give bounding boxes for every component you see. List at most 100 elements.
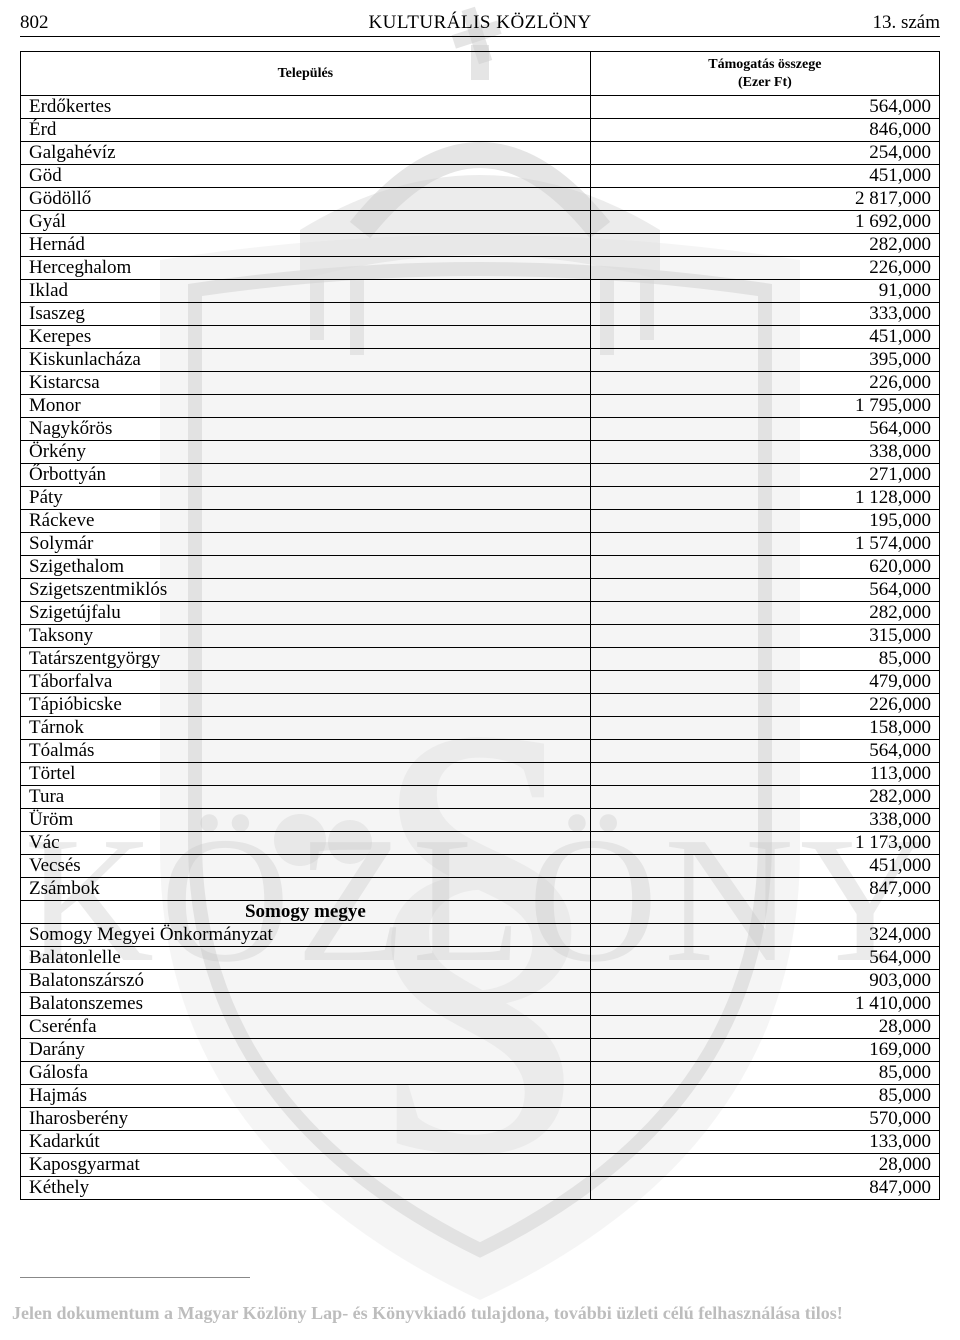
settlement-amount: 282,000	[590, 234, 939, 257]
settlement-name: Tápióbicske	[21, 694, 591, 717]
settlement-amount: 338,000	[590, 441, 939, 464]
settlement-name: Iklad	[21, 280, 591, 303]
settlement-amount: 91,000	[590, 280, 939, 303]
table-row: Göd451,000	[21, 165, 940, 188]
funding-table: Település Támogatás összege (Ezer Ft) Er…	[20, 51, 940, 1200]
settlement-name: Üröm	[21, 809, 591, 832]
table-row: Kiskunlacháza395,000	[21, 349, 940, 372]
table-row: Kaposgyarmat28,000	[21, 1154, 940, 1177]
settlement-amount: 564,000	[590, 418, 939, 441]
page: § KÖZLÖNY 802 KULTURÁLIS KÖZLÖNY 13. szá…	[0, 0, 960, 1340]
settlement-name: Kistarcsa	[21, 372, 591, 395]
settlement-name: Vecsés	[21, 855, 591, 878]
settlement-name: Herceghalom	[21, 257, 591, 280]
settlement-amount: 1 173,000	[590, 832, 939, 855]
settlement-name: Vác	[21, 832, 591, 855]
settlement-name: Szigetújfalu	[21, 602, 591, 625]
settlement-name: Solymár	[21, 533, 591, 556]
settlement-amount: 28,000	[590, 1016, 939, 1039]
settlement-name: Tárnok	[21, 717, 591, 740]
table-header-row: Település Támogatás összege (Ezer Ft)	[21, 52, 940, 96]
settlement-name: Balatonszemes	[21, 993, 591, 1016]
table-row: Szigetszentmiklós564,000	[21, 579, 940, 602]
settlement-amount: 195,000	[590, 510, 939, 533]
settlement-name: Nagykőrös	[21, 418, 591, 441]
content: 802 KULTURÁLIS KÖZLÖNY 13. szám Települé…	[20, 12, 940, 1200]
table-row: Kéthely847,000	[21, 1177, 940, 1200]
table-row: Kadarkút133,000	[21, 1131, 940, 1154]
settlement-name: Hajmás	[21, 1085, 591, 1108]
table-row: Balatonlelle564,000	[21, 947, 940, 970]
table-row: Páty1 128,000	[21, 487, 940, 510]
settlement-amount: 620,000	[590, 556, 939, 579]
settlement-name: Isaszeg	[21, 303, 591, 326]
table-row: Hernád282,000	[21, 234, 940, 257]
table-row: Iharosberény570,000	[21, 1108, 940, 1131]
table-row: Iklad91,000	[21, 280, 940, 303]
settlement-name: Ráckeve	[21, 510, 591, 533]
table-row: Vecsés451,000	[21, 855, 940, 878]
settlement-name: Tura	[21, 786, 591, 809]
issue-number: 13. szám	[820, 12, 940, 34]
table-row: Érd846,000	[21, 119, 940, 142]
settlement-name: Kéthely	[21, 1177, 591, 1200]
table-row: Cserénfa28,000	[21, 1016, 940, 1039]
settlement-amount: 324,000	[590, 924, 939, 947]
table-row: Tóalmás564,000	[21, 740, 940, 763]
settlement-amount: 254,000	[590, 142, 939, 165]
settlement-amount: 564,000	[590, 947, 939, 970]
settlement-name: Monor	[21, 395, 591, 418]
settlement-name: Tatárszentgyörgy	[21, 648, 591, 671]
settlement-name: Gálosfa	[21, 1062, 591, 1085]
table-row: Táborfalva479,000	[21, 671, 940, 694]
table-row: Solymár1 574,000	[21, 533, 940, 556]
footer-disclaimer: Jelen dokumentum a Magyar Közlöny Lap- é…	[12, 1303, 952, 1324]
settlement-amount: 133,000	[590, 1131, 939, 1154]
table-row: Tápióbicske226,000	[21, 694, 940, 717]
table-row: Balatonszárszó903,000	[21, 970, 940, 993]
settlement-amount: 282,000	[590, 786, 939, 809]
settlement-name: Kaposgyarmat	[21, 1154, 591, 1177]
settlement-amount: 564,000	[590, 579, 939, 602]
table-row: Gödöllő2 817,000	[21, 188, 940, 211]
page-header: 802 KULTURÁLIS KÖZLÖNY 13. szám	[20, 12, 940, 37]
col-amount-line2: (Ezer Ft)	[738, 75, 792, 90]
page-number: 802	[20, 12, 140, 34]
settlement-name: Iharosberény	[21, 1108, 591, 1131]
settlement-amount: 451,000	[590, 855, 939, 878]
settlement-name: Taksony	[21, 625, 591, 648]
settlement-amount: 847,000	[590, 878, 939, 901]
table-row: Üröm338,000	[21, 809, 940, 832]
table-row: Zsámbok847,000	[21, 878, 940, 901]
settlement-name: Tóalmás	[21, 740, 591, 763]
settlement-amount: 226,000	[590, 694, 939, 717]
footer-separator	[20, 1277, 250, 1278]
settlement-amount: 1 128,000	[590, 487, 939, 510]
settlement-amount: 570,000	[590, 1108, 939, 1131]
table-row: Vác1 173,000	[21, 832, 940, 855]
settlement-name: Kadarkút	[21, 1131, 591, 1154]
settlement-amount: 451,000	[590, 326, 939, 349]
settlement-name: Galgahévíz	[21, 142, 591, 165]
table-row: Herceghalom226,000	[21, 257, 940, 280]
settlement-name: Törtel	[21, 763, 591, 786]
table-row: Szigetújfalu282,000	[21, 602, 940, 625]
settlement-amount: 169,000	[590, 1039, 939, 1062]
settlement-name: Hernád	[21, 234, 591, 257]
table-row: Ráckeve195,000	[21, 510, 940, 533]
table-row: Balatonszemes1 410,000	[21, 993, 940, 1016]
settlement-name: Kerepes	[21, 326, 591, 349]
settlement-amount: 451,000	[590, 165, 939, 188]
settlement-name: Göd	[21, 165, 591, 188]
settlement-amount: 847,000	[590, 1177, 939, 1200]
section-name: Somogy megye	[21, 901, 591, 924]
settlement-amount: 333,000	[590, 303, 939, 326]
table-row: Gálosfa85,000	[21, 1062, 940, 1085]
table-row: Somogy Megyei Önkormányzat324,000	[21, 924, 940, 947]
table-row: Isaszeg333,000	[21, 303, 940, 326]
table-row: Örkény338,000	[21, 441, 940, 464]
settlement-name: Erdőkertes	[21, 96, 591, 119]
settlement-amount: 85,000	[590, 1085, 939, 1108]
settlement-amount: 271,000	[590, 464, 939, 487]
table-row: Galgahévíz254,000	[21, 142, 940, 165]
